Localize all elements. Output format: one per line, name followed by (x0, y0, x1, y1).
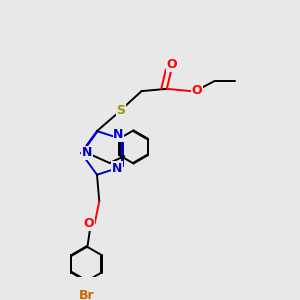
Text: O: O (84, 218, 94, 230)
Text: S: S (116, 104, 125, 117)
Text: O: O (167, 58, 177, 71)
Text: O: O (191, 84, 202, 97)
Text: N: N (82, 146, 92, 159)
Text: N: N (113, 128, 124, 141)
Text: N: N (112, 162, 122, 175)
Text: Br: Br (79, 289, 94, 300)
